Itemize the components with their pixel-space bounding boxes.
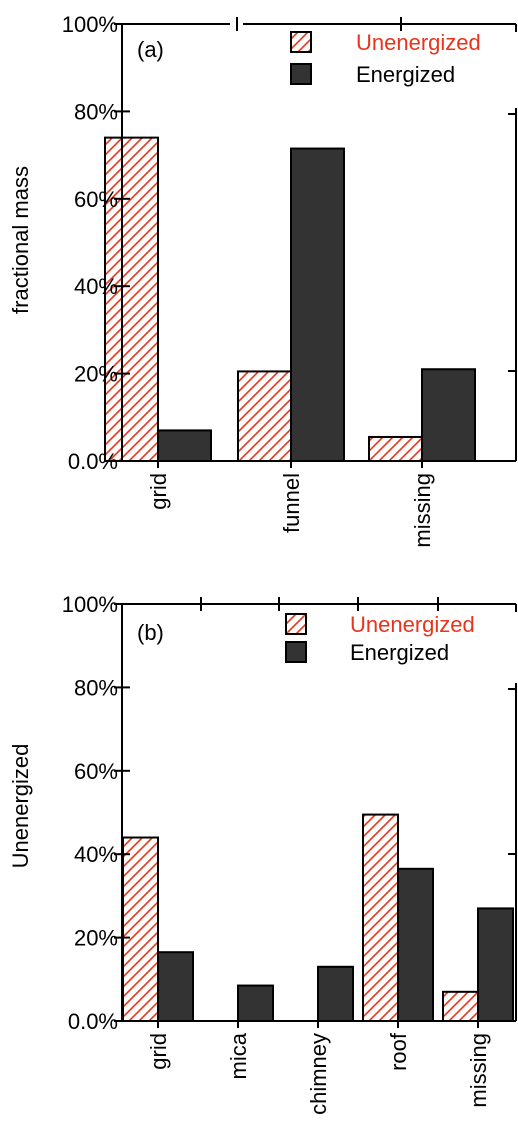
y-tick-label: 20%: [74, 362, 118, 387]
panel-label: (b): [137, 620, 164, 645]
legend-label-energized: Energized: [356, 62, 455, 87]
x-tick-label-missing: missing: [466, 1033, 491, 1108]
y-tick-label: 40%: [74, 842, 118, 867]
legend-label-energized: Energized: [350, 640, 449, 665]
bar-unenergized-grid: [104, 136, 159, 462]
panel-label: (a): [137, 37, 164, 62]
x-tick-label-missing: missing: [410, 473, 435, 548]
panel-a-chart: 0.0% 20% 40% 60% 80% 100% grid funnel missing fra…: [8, 12, 517, 548]
legend-swatch-energized: [290, 63, 312, 85]
legend-swatch-unenergized: [290, 31, 312, 53]
bar-energized-funnel: [290, 147, 345, 462]
x-tick-label-mica: mica: [226, 1032, 251, 1079]
bar-energized-chimney: [317, 965, 354, 1022]
x-tick-label-grid: grid: [146, 1033, 171, 1070]
x-tick-label-roof: roof: [386, 1032, 411, 1071]
x-tick-label-grid: grid: [146, 473, 171, 510]
y-axis-label: fractional mass: [8, 166, 33, 314]
legend-label-unenergized: Unenergized: [350, 612, 475, 637]
y-tick-label: 20%: [74, 926, 118, 951]
y-axis-label: Unenergized: [8, 744, 33, 869]
y-tick-label: 60%: [74, 759, 118, 784]
x-tick-label-funnel: funnel: [279, 473, 304, 533]
bar-energized-missing: [477, 907, 514, 1022]
y-tick-label: 100%: [62, 12, 118, 37]
legend-label-unenergized: Unenergized: [356, 30, 481, 55]
bar-energized-mica: [237, 984, 274, 1022]
legend-swatch-energized: [285, 641, 307, 663]
x-tick-label-chimney: chimney: [306, 1033, 331, 1115]
y-tick-label: 0.0%: [68, 449, 118, 474]
bar-unenergized-funnel: [237, 370, 292, 463]
bar-unenergized-missing: [442, 990, 479, 1022]
bar-unenergized-grid: [122, 836, 159, 1023]
y-tick-label: 100%: [62, 592, 118, 617]
bar-energized-grid: [157, 951, 194, 1023]
bar-energized-grid: [157, 429, 212, 463]
y-tick-label: 60%: [74, 187, 118, 212]
panel-b-chart: 0.0% 20% 40% 60% 80% 100% grid mica chimney roof m…: [8, 592, 517, 1115]
bar-energized-missing: [421, 368, 476, 463]
y-tick-label: 80%: [74, 99, 118, 124]
y-tick-label: 40%: [74, 274, 118, 299]
bar-unenergized-missing: [368, 435, 423, 462]
y-tick-label: 80%: [74, 675, 118, 700]
bar-unenergized-roof: [362, 813, 399, 1023]
bar-energized-roof: [397, 867, 434, 1022]
legend-swatch-unenergized: [285, 613, 307, 635]
y-tick-label: 0.0%: [68, 1009, 118, 1034]
